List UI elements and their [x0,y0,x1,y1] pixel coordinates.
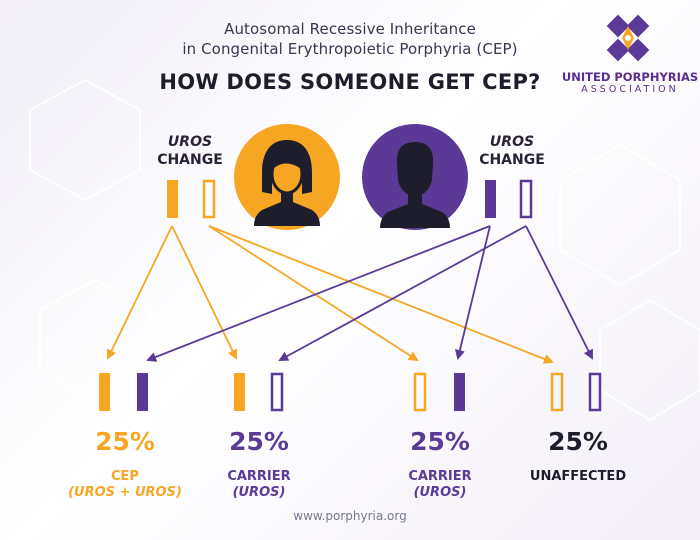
arrow-mother-to-child1 [106,225,173,360]
outcome3-percent: 25% [410,427,470,456]
man-silhouette-icon [362,124,468,230]
child1-gene-a [99,373,110,411]
arrow-mother-to-child3 [208,225,419,362]
logo-sub: ASSOCIATION [581,84,679,95]
outcome3-label-sub: (UROS) [413,485,467,500]
child1-gene-b [137,373,148,411]
outcome3-label-main: CARRIER [408,469,472,484]
outcome2-label: CARRIER (UROS) [179,469,339,501]
father-normal-gene [519,179,533,219]
parent-left-label-line2: CHANGE [157,152,223,168]
outcome4-label-main: UNAFFECTED [529,469,627,484]
child2-gene-b [270,372,284,412]
mother-changed-gene [167,180,178,218]
outcome2-label-sub: (UROS) [232,485,286,500]
parent-right-label-line2: CHANGE [479,152,545,168]
arrow-mother-to-child4 [208,225,554,364]
parent-right-label: UROS CHANGE [472,133,552,169]
footer-url[interactable]: www.porphyria.org [293,509,407,523]
parent-right-label-line1: UROS [489,134,535,150]
diamond-cross-logo-icon [606,14,650,62]
outcome1-percent: 25% [95,427,155,456]
mother-normal-gene [202,179,216,219]
outcome4-label: UNAFFECTED [498,469,658,485]
logo-name: UNITED PORPHYRIAS [561,70,699,84]
arrow-father-to-child4 [525,225,593,360]
arrow-father-to-child3 [455,225,491,360]
outcome1-label-sub: (UROS + UROS) [68,485,182,500]
outcome1-label-main: CEP [111,469,139,484]
outcome2-percent: 25% [229,427,289,456]
father-changed-gene [485,180,496,218]
title-line-1: Autosomal Recessive Inheritance [224,20,476,38]
child3-gene-b [454,373,465,411]
outcome3-label: CARRIER (UROS) [360,469,520,501]
parent-left-label-line1: UROS [167,134,213,150]
arrow-father-to-child1 [146,225,491,362]
outcome4-percent: 25% [548,427,608,456]
child2-gene-a [234,373,245,411]
headline: HOW DOES SOMEONE GET CEP? [159,70,541,94]
outcome2-label-main: CARRIER [227,469,291,484]
arrow-mother-to-child2 [171,225,238,360]
outcome1-label: CEP (UROS + UROS) [45,469,205,501]
woman-silhouette-icon [234,124,340,230]
child4-gene-b [588,372,602,412]
parent-left-label: UROS CHANGE [150,133,230,169]
child3-gene-a [413,372,427,412]
child4-gene-a [550,372,564,412]
title-line-2: in Congenital Erythropoietic Porphyria (… [182,40,518,58]
